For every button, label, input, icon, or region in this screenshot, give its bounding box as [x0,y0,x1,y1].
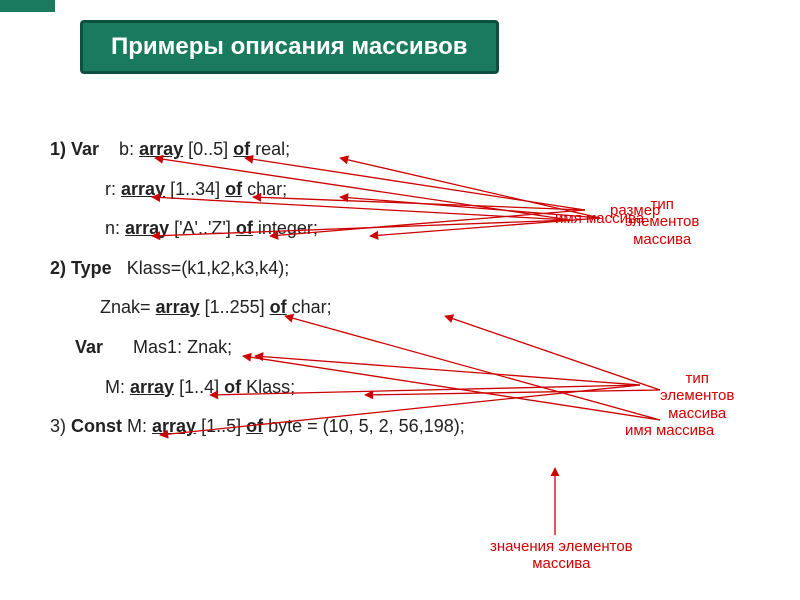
corner-accent [0,0,55,12]
annot-type-top: тип элементов массива [625,196,699,248]
annot-values-bottom: значения элементов массива [490,538,633,573]
code-line-6: Var Mas1: Znak; [50,328,770,368]
code-line-1: 1) Var b: array [0..5] of real; [50,130,770,170]
title-banner: Примеры описания массивов [80,20,499,74]
annot-type-mid: тип элементов массива [660,370,734,422]
code-line-5: Znak= array [1..255] of char; [50,288,770,328]
code-line-4: 2) Type Klass=(k1,k2,k3,k4); [50,249,770,289]
annot-name-mid: имя массива [625,422,714,439]
